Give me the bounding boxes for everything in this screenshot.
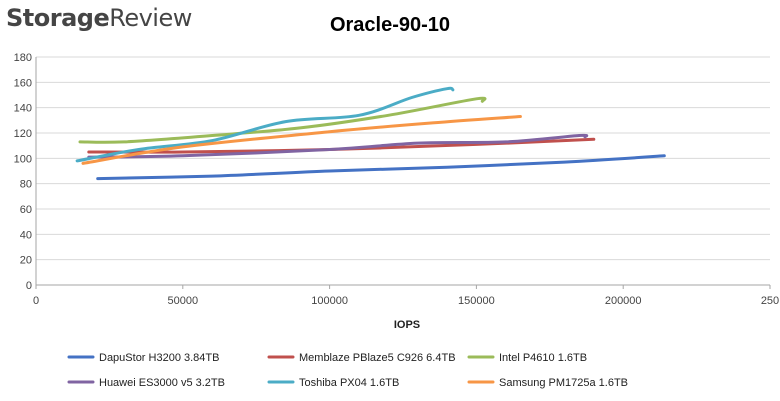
- series-line: [87, 133, 589, 159]
- legend-label: Memblaze PBlaze5 C926 6.4TB: [299, 352, 456, 364]
- y-tick-label: 40: [20, 229, 32, 241]
- y-tick-labels: 0 20 40 60 80 100 120 140 160 180: [14, 52, 32, 292]
- x-axis-label: IOPS: [394, 319, 420, 331]
- axes: [35, 57, 771, 289]
- legend-label: DapuStor H3200 3.84TB: [99, 352, 219, 364]
- y-tick-label: 120: [14, 128, 32, 140]
- series-line: [78, 96, 487, 144]
- y-tick-label: 180: [14, 52, 32, 64]
- y-tick-label: 140: [14, 103, 32, 115]
- gridlines: [36, 56, 770, 286]
- x-tick-label: 150000: [458, 295, 495, 307]
- x-tick-label: 0: [33, 295, 39, 307]
- storagereview-logo: StorageReview: [6, 4, 192, 32]
- legend-label: Samsung PM1725a 1.6TB: [499, 377, 628, 389]
- y-tick-label: 80: [20, 179, 32, 191]
- series-line: [96, 154, 666, 181]
- y-tick-label: 160: [14, 77, 32, 89]
- x-tick-label: 200000: [605, 295, 642, 307]
- legend: DapuStor H3200 3.84TB Memblaze PBlaze5 C9…: [67, 352, 628, 389]
- legend-label: Intel P4610 1.6TB: [499, 352, 587, 364]
- x-tick-label: 250: [761, 295, 779, 307]
- legend-label: Huawei ES3000 v5 3.2TB: [99, 377, 225, 389]
- x-tick-label: 100000: [311, 295, 348, 307]
- y-tick-label: 0: [26, 280, 32, 292]
- y-tick-label: 60: [20, 204, 32, 216]
- series-lines: [75, 86, 666, 181]
- y-tick-label: 20: [20, 255, 32, 267]
- legend-label: Toshiba PX04 1.6TB: [299, 377, 399, 389]
- series-line: [81, 115, 522, 165]
- chart-title: Oracle-90-10: [329, 14, 451, 36]
- x-tick-label: 50000: [168, 295, 199, 307]
- series-line: [75, 86, 455, 163]
- y-tick-label: 100: [14, 153, 32, 165]
- x-tick-labels: 0 50000 100000 150000 200000 250: [33, 295, 779, 307]
